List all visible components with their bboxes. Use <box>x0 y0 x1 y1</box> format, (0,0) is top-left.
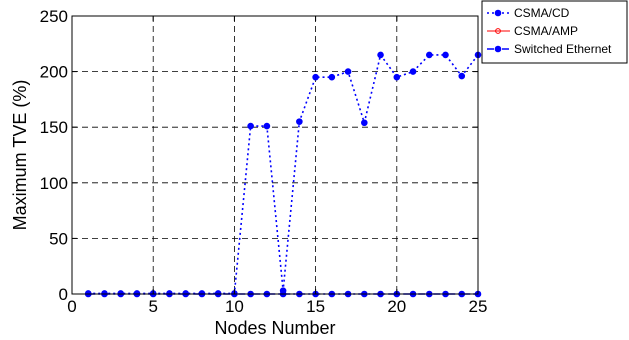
series-layer <box>84 51 482 298</box>
data-point <box>312 73 319 81</box>
data-point <box>377 51 384 59</box>
legend-item-switched-ethernet: Switched Ethernet <box>487 42 612 56</box>
data-point <box>296 118 303 125</box>
legend-marker <box>494 45 502 53</box>
data-point <box>84 290 92 297</box>
y-tick-label: 50 <box>49 229 68 248</box>
plot-frame <box>71 15 479 295</box>
data-point <box>393 73 401 81</box>
series-line <box>88 53 479 295</box>
y-axis-label: Maximum TVE (%) <box>10 80 30 231</box>
data-point <box>101 290 108 297</box>
data-point <box>117 290 125 297</box>
y-tick-label: 200 <box>40 63 68 82</box>
data-point <box>133 290 141 297</box>
legend-item-csma-cd: CSMA/CD <box>487 6 570 20</box>
data-point <box>425 51 433 59</box>
legend-label: CSMA/CD <box>514 6 570 20</box>
x-tick-label: 20 <box>387 297 406 316</box>
x-tick-label: 25 <box>469 297 488 316</box>
x-tick-label: 15 <box>306 297 325 316</box>
legend: CSMA/CD CSMA/AMP Switched Ethernet <box>481 0 628 64</box>
y-tick-label: 150 <box>40 118 68 137</box>
data-point <box>247 122 254 130</box>
data-point <box>458 72 466 80</box>
data-point <box>182 290 189 297</box>
x-axis-label: Nodes Number <box>214 318 335 338</box>
data-point <box>344 68 352 75</box>
y-tick-label: 0 <box>59 285 68 304</box>
legend-marker <box>495 28 501 34</box>
data-point <box>198 290 206 297</box>
legend-label: CSMA/AMP <box>514 24 578 38</box>
data-point <box>409 68 417 75</box>
data-point <box>214 290 222 297</box>
legend-marker <box>494 9 502 17</box>
y-tick-label: 250 <box>40 7 68 26</box>
data-point <box>263 122 271 130</box>
x-tick-label: 5 <box>148 297 157 316</box>
legend-label: Switched Ethernet <box>514 42 612 56</box>
legend-item-csma-amp: CSMA/AMP <box>487 24 578 38</box>
data-point <box>442 51 449 59</box>
data-point <box>328 73 336 81</box>
y-tick-label: 100 <box>40 174 68 193</box>
grid <box>72 16 478 294</box>
data-point <box>166 290 173 297</box>
x-tick-label: 10 <box>225 297 244 316</box>
series-csma-cd <box>84 51 482 297</box>
data-point <box>279 287 287 294</box>
data-point <box>361 119 368 127</box>
x-tick-label: 0 <box>67 297 76 316</box>
legend-box <box>481 0 628 64</box>
